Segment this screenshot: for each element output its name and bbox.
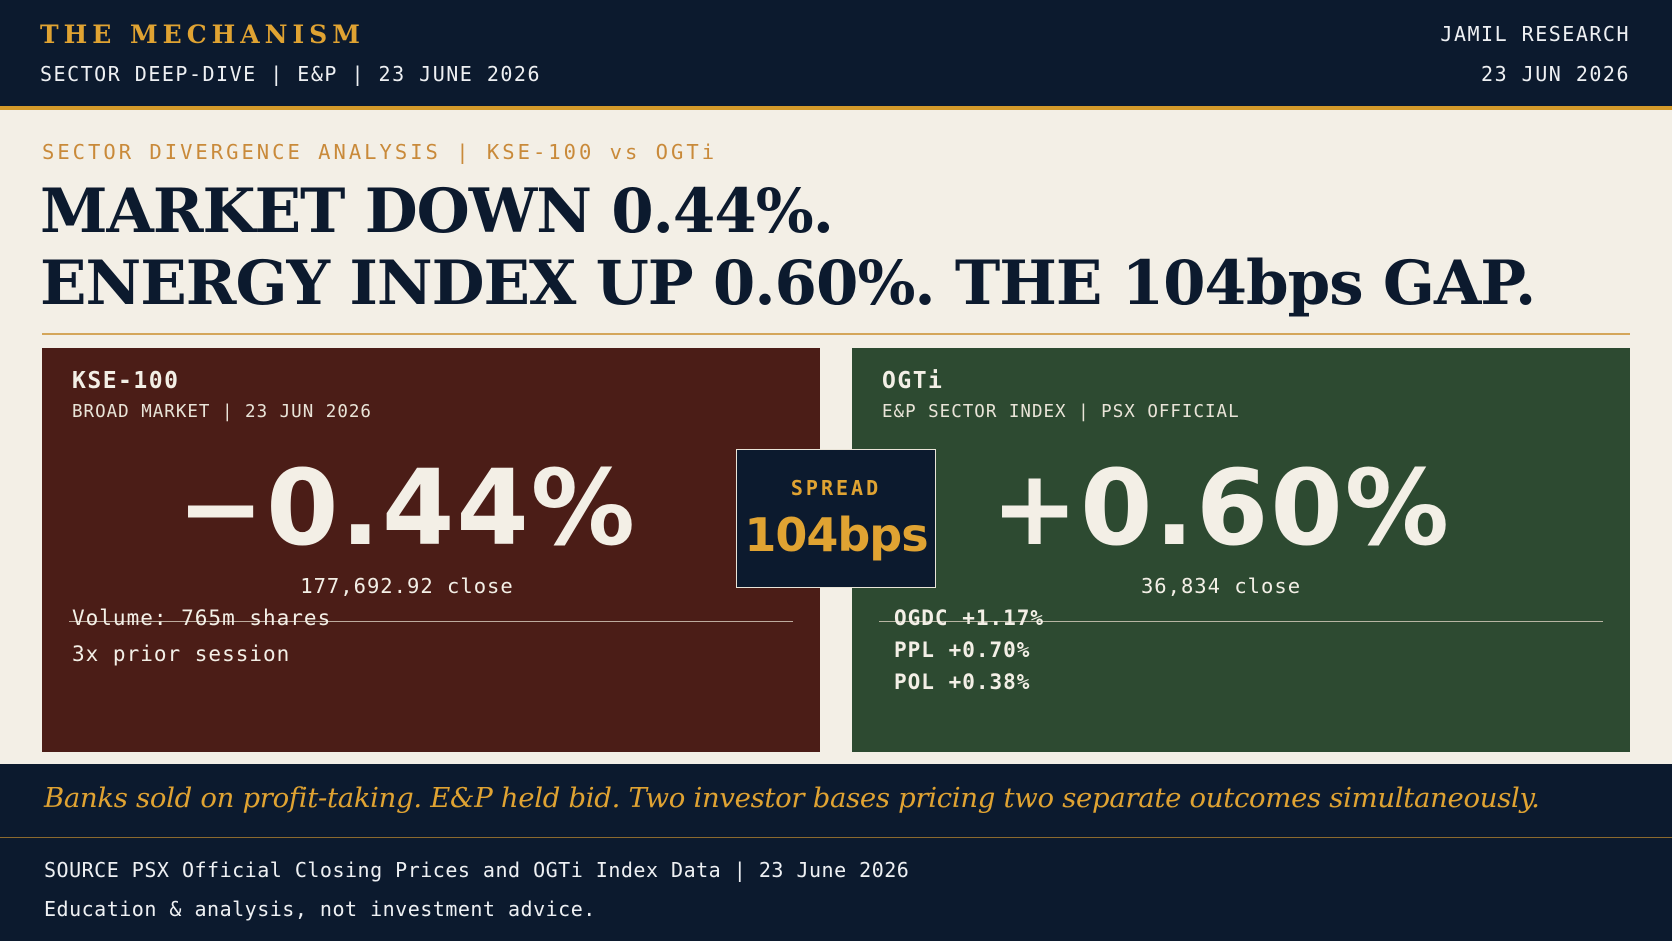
firm-name: JAMIL RESEARCH — [1440, 22, 1630, 46]
summary-quote: Banks sold on profit-taking. E&P held bi… — [44, 782, 1540, 814]
index-close: 177,692.92 close — [300, 574, 514, 598]
headline-line-2: ENERGY INDEX UP 0.60%. THE 104bps GAP. — [40, 248, 1536, 319]
quote-bar: Banks sold on profit-taking. E&P held bi… — [0, 764, 1672, 838]
spread-label: SPREAD — [790, 476, 882, 500]
card-divider — [879, 621, 1603, 622]
section-kicker: SECTOR DIVERGENCE ANALYSIS | KSE-100 vs … — [42, 140, 718, 164]
volume-comparison: 3x prior session — [72, 642, 291, 666]
card-divider — [69, 621, 793, 622]
card-subtitle: E&P SECTOR INDEX | PSX OFFICIAL — [882, 402, 1240, 422]
card-title: OGTi — [882, 368, 944, 394]
kse100-card: KSE-100 BROAD MARKET | 23 JUN 2026 −0.44… — [42, 348, 820, 752]
headline-line-1: MARKET DOWN 0.44%. — [40, 176, 834, 247]
stock-ogdc: OGDC +1.17% — [894, 606, 1045, 630]
header-date: 23 JUN 2026 — [1481, 62, 1630, 86]
disclaimer: Education & analysis, not investment adv… — [44, 897, 596, 921]
stock-pol: POL +0.38% — [894, 670, 1031, 694]
card-title: KSE-100 — [72, 368, 180, 394]
index-close: 36,834 close — [1140, 574, 1302, 598]
headline: MARKET DOWN 0.44%. ENERGY INDEX UP 0.60%… — [40, 176, 1640, 320]
spread-box: SPREAD 104bps — [736, 449, 936, 588]
volume-text: Volume: 765m shares — [72, 606, 332, 630]
brand-title: THE MECHANISM — [40, 20, 365, 49]
stock-ppl: PPL +0.70% — [894, 638, 1031, 662]
index-change: +0.60% — [991, 447, 1451, 569]
ogti-card: OGTi E&P SECTOR INDEX | PSX OFFICIAL +0.… — [852, 348, 1630, 752]
index-change: −0.44% — [177, 447, 637, 569]
source-note: SOURCE PSX Official Closing Prices and O… — [44, 858, 910, 882]
header-subtitle: SECTOR DEEP-DIVE | E&P | 23 JUNE 2026 — [40, 62, 542, 86]
divider — [42, 333, 1630, 335]
footer: SOURCE PSX Official Closing Prices and O… — [0, 838, 1672, 941]
card-subtitle: BROAD MARKET | 23 JUN 2026 — [72, 402, 372, 422]
spread-value: 104bps — [744, 508, 928, 562]
header-bar: THE MECHANISM SECTOR DEEP-DIVE | E&P | 2… — [0, 0, 1672, 110]
